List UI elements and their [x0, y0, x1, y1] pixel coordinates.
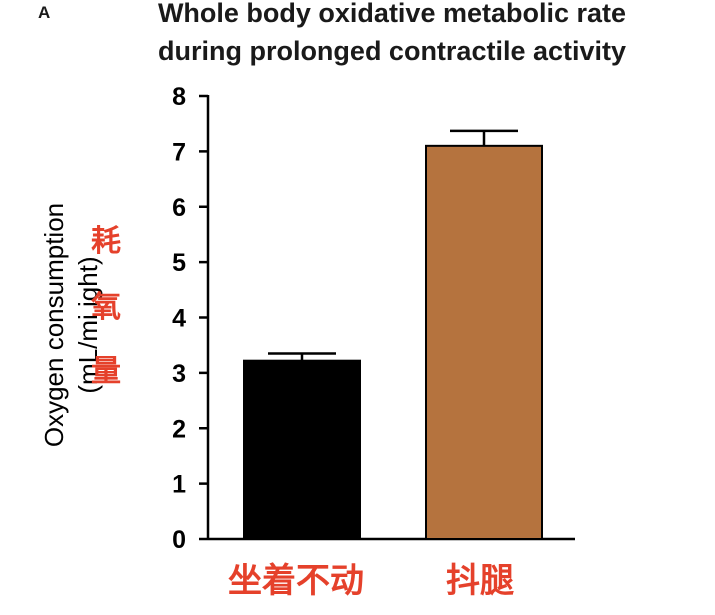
y-tick-label: 8: [172, 83, 186, 111]
panel-label: A: [38, 3, 50, 22]
x-axis-category-labels: 坐着不动 抖腿: [228, 561, 514, 601]
x-category-label: 抖腿: [446, 561, 514, 601]
x-category-label: 坐着不动: [228, 561, 364, 601]
y-tick-label: 1: [172, 471, 186, 499]
y-axis-title-line-1: Oxygen consumption: [39, 203, 69, 447]
y-tick-label: 0: [172, 526, 186, 554]
y-tick-label: 4: [172, 305, 186, 333]
bar: [243, 359, 361, 540]
y-tick-label: 3: [172, 360, 186, 388]
bars: [243, 129, 543, 540]
y-tick-label: 6: [172, 194, 186, 222]
overlay-char-2: 氧: [91, 290, 121, 325]
y-tick-label: 5: [172, 249, 186, 277]
y-axis-title: Oxygen consumption (mL/mi ight): [39, 203, 103, 447]
overlay-char-1: 耗: [91, 224, 121, 259]
y-axis-title-line-2: (mL/mi ight): [73, 256, 103, 393]
y-tick-label: 2: [172, 415, 186, 443]
y-axis-overlay-label: 耗 氧 量: [91, 224, 121, 389]
bar: [425, 144, 543, 540]
overlay-char-3: 量: [91, 354, 121, 389]
y-axis-ticks: 0 1 2 3 4 5 6 7 8: [172, 83, 208, 554]
y-tick-label: 7: [172, 138, 186, 166]
chart-title-line-2: during prolonged contractile activity: [158, 36, 626, 66]
chart-title-line-1: Whole body oxidative metabolic rate: [158, 0, 626, 28]
